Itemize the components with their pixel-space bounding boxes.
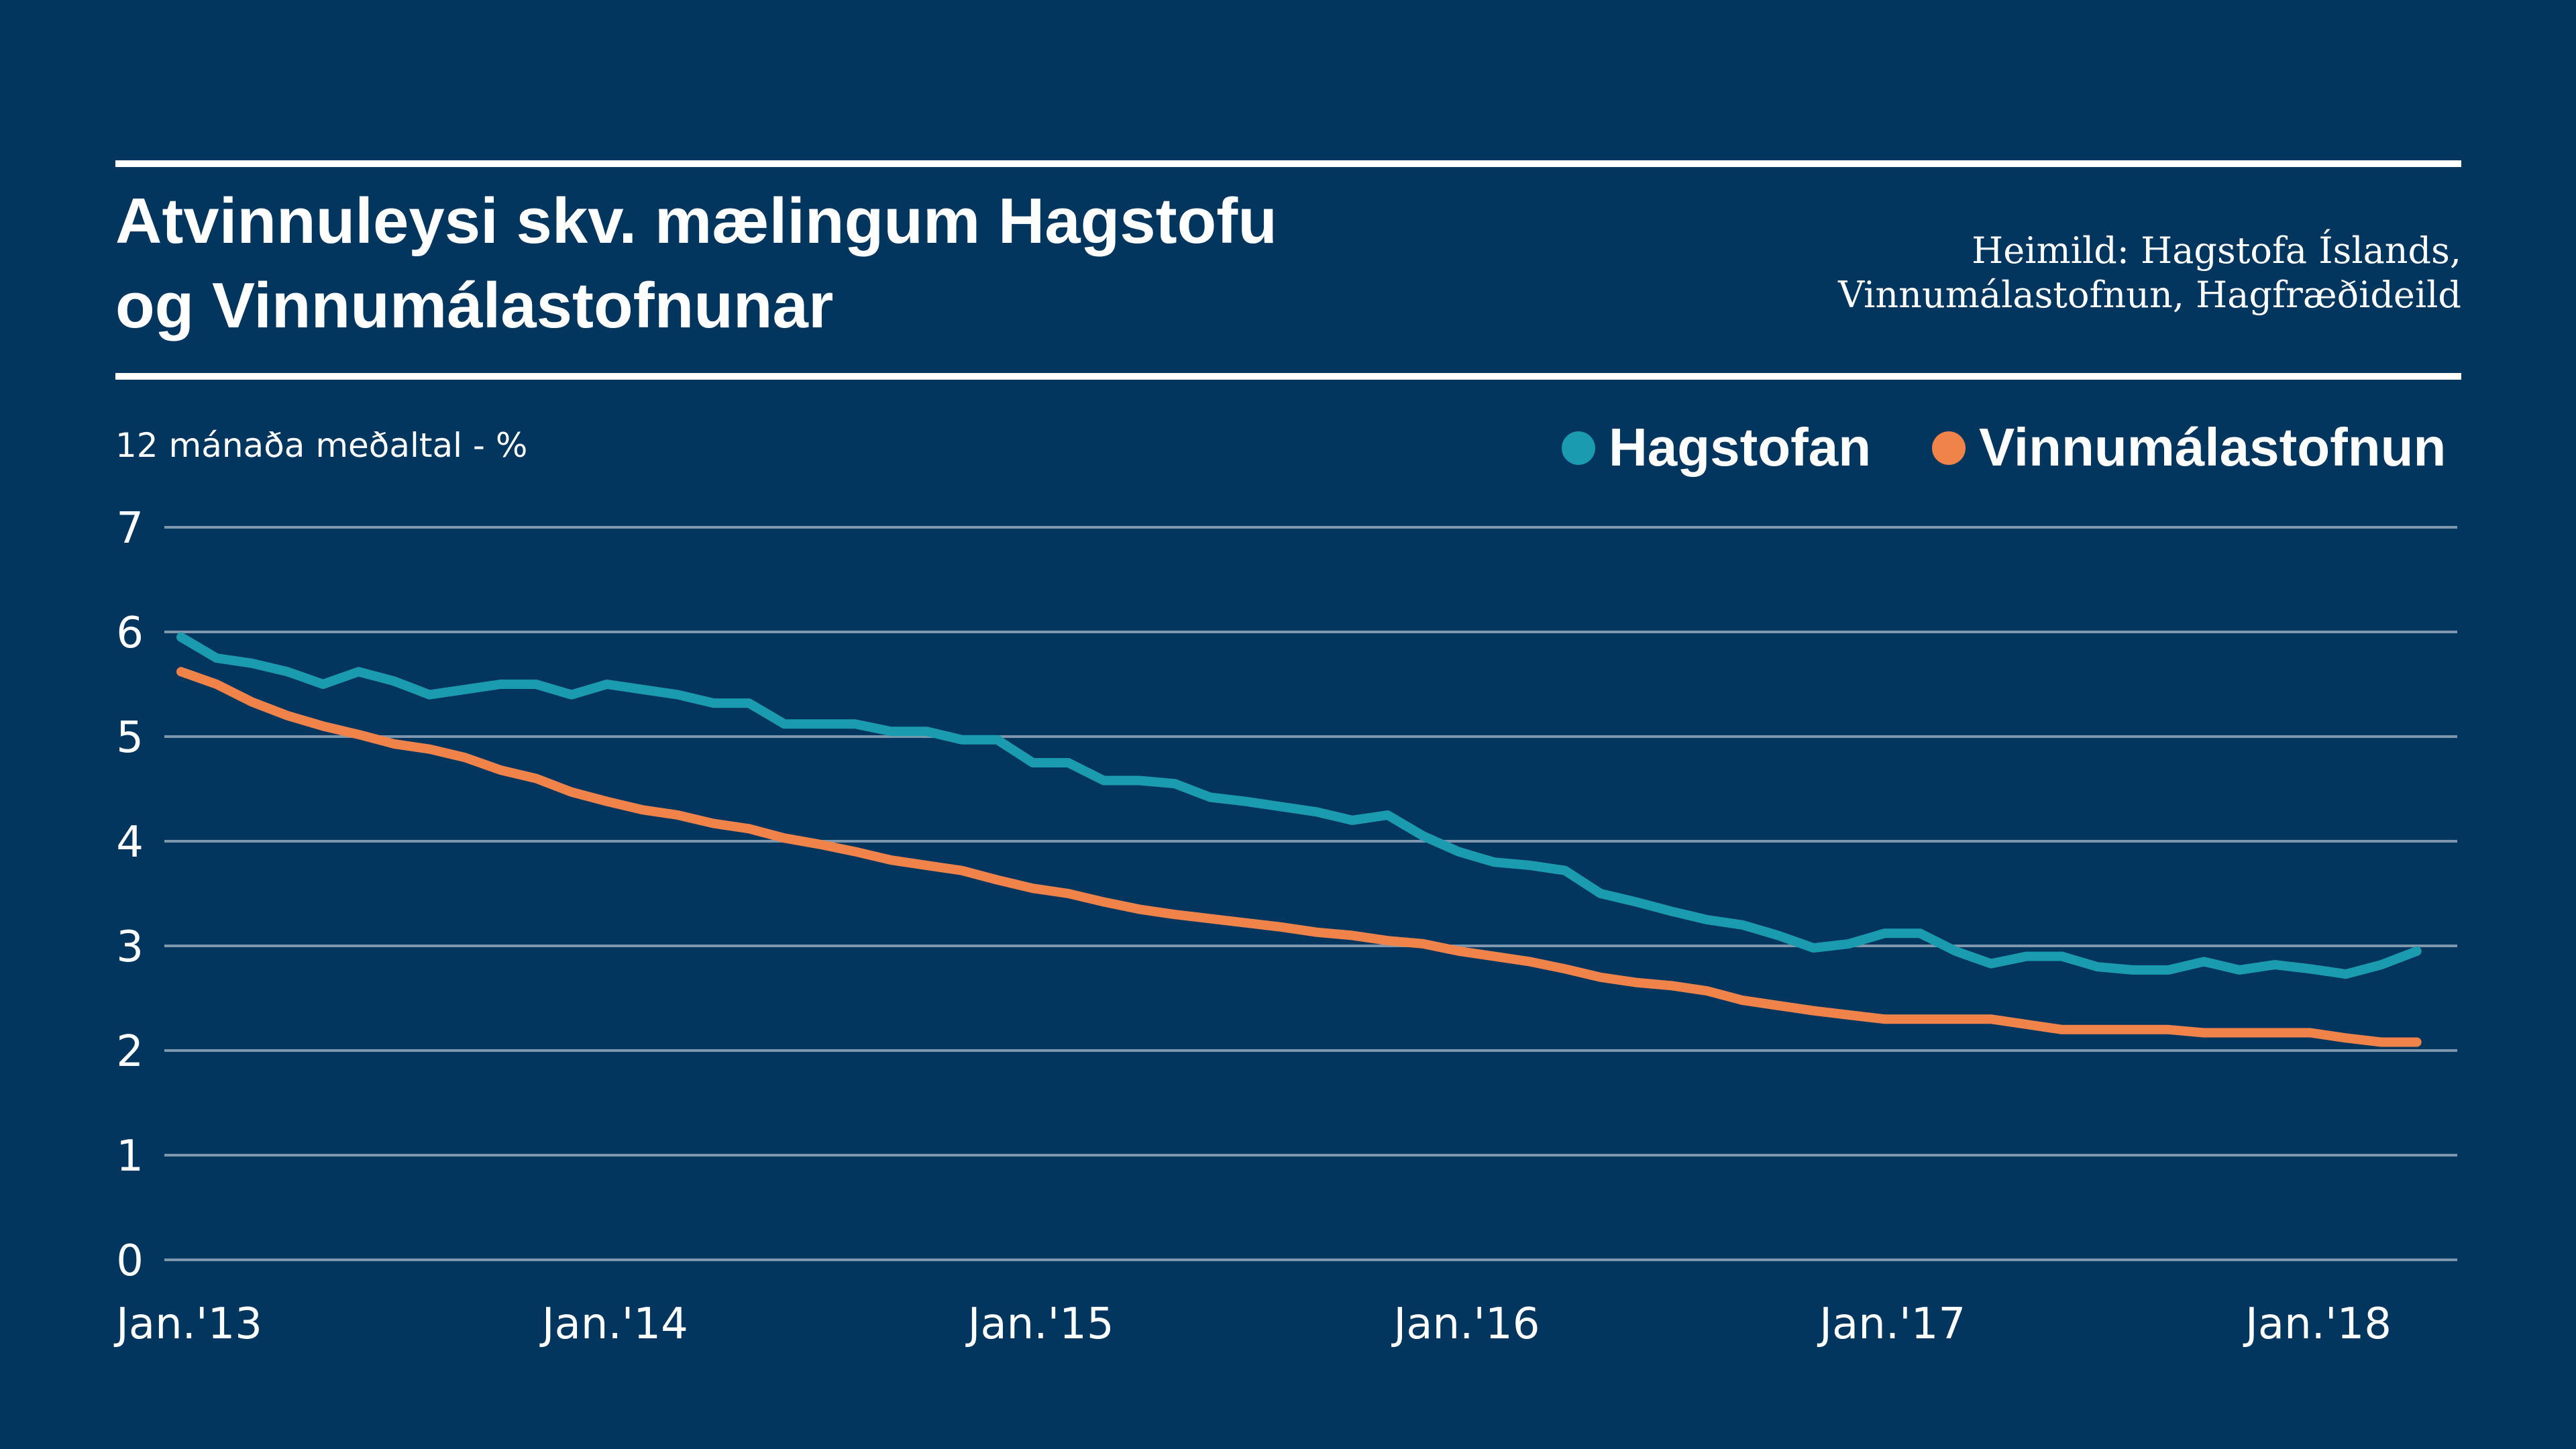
grid [164, 526, 2457, 1261]
y-tick-label-7: 7 [116, 504, 144, 553]
x-tick-label-1: Jan.'14 [539, 1299, 688, 1349]
y-tick-label-4: 4 [116, 818, 144, 867]
y-tick-label-5: 5 [116, 713, 144, 763]
y-tick-label-3: 3 [116, 922, 144, 972]
y-tick-label-6: 6 [116, 608, 144, 658]
legend-marker-vinnumalastofnun [1932, 431, 1966, 465]
x-tick-label-2: Jan.'15 [965, 1299, 1114, 1349]
y-tick-label-1: 1 [116, 1132, 144, 1181]
chart-title-line1: Atvinnuleysi skv. mælingum Hagstofu [115, 185, 1277, 257]
source-note-line1: Heimild: Hagstofa Íslands, [1972, 229, 2461, 272]
top-rule [115, 160, 2461, 167]
y-tick-label-0: 0 [116, 1236, 144, 1286]
y-axis-label: 12 mánaða meðaltal - % [115, 426, 527, 465]
x-tick-label-4: Jan.'17 [1817, 1299, 1966, 1349]
legend-label-vinnumalastofnun: Vinnumálastofnun [1979, 417, 2446, 477]
legend-label-hagstofan: Hagstofan [1609, 417, 1871, 477]
x-tick-label-3: Jan.'16 [1391, 1299, 1540, 1349]
legend: Hagstofan Vinnumálastofnun [1562, 417, 2446, 477]
x-tick-label-5: Jan.'18 [2243, 1299, 2392, 1349]
chart-title-line2: og Vinnumálastofnunar [115, 270, 833, 341]
x-tick-label-0: Jan.'13 [113, 1299, 262, 1349]
bottom-rule [115, 373, 2461, 380]
legend-marker-hagstofan [1562, 431, 1595, 465]
source-note-line2: Vinnumálastofnun, Hagfræðideild [1837, 274, 2461, 316]
y-axis-ticks: 0 1 2 3 4 5 6 7 [116, 504, 144, 1286]
y-tick-label-2: 2 [116, 1027, 144, 1077]
series-line-hagstofan [176, 632, 2422, 979]
series-line-vinnumalastofnun [176, 667, 2422, 1047]
x-axis-ticks: Jan.'13 Jan.'14 Jan.'15 Jan.'16 Jan.'17 Jan.'… [113, 1299, 2392, 1349]
series-lines [176, 632, 2422, 1047]
